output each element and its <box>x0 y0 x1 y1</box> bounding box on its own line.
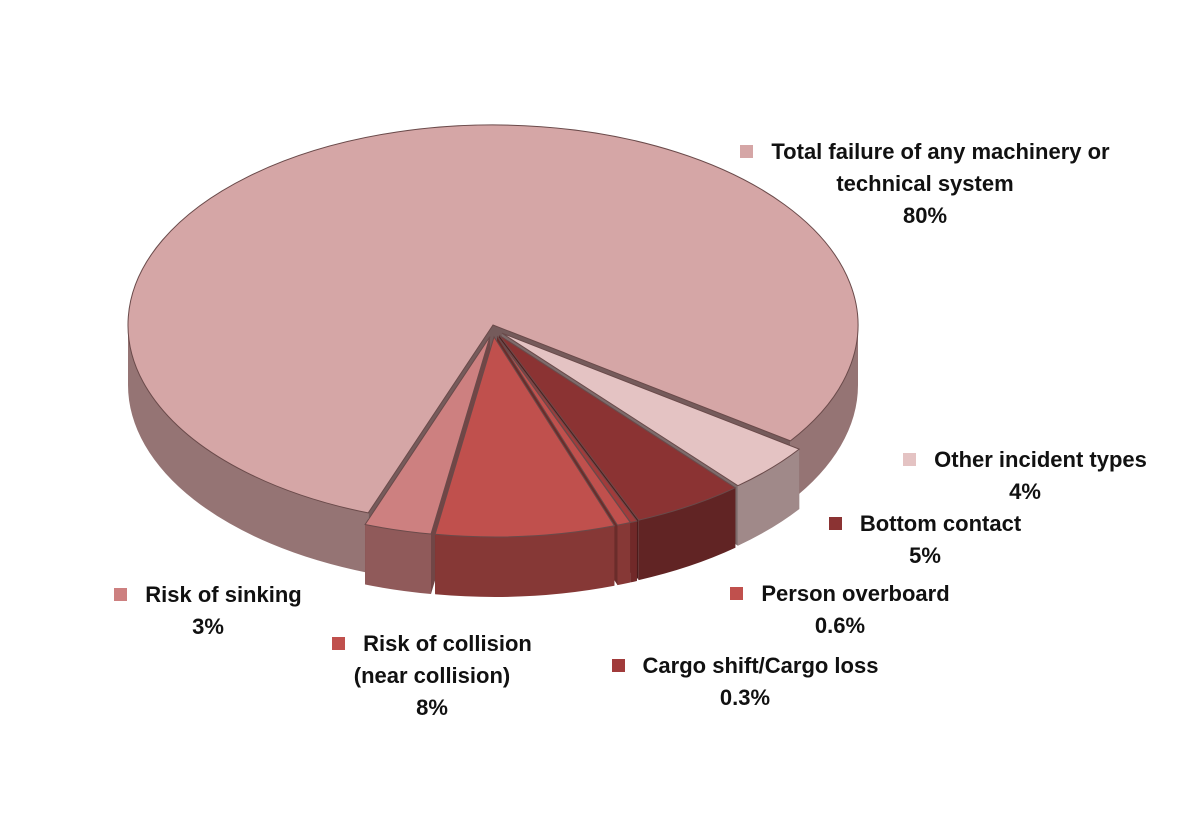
category-label: Person overboard <box>761 581 950 606</box>
slice-side <box>790 325 858 501</box>
category-label: Total failure of any machinery or techni… <box>771 139 1110 196</box>
slice-side <box>435 525 615 597</box>
legend-marker <box>740 145 754 158</box>
data-label: Total failure of any machinery or techni… <box>735 136 1115 232</box>
legend-marker <box>332 637 346 650</box>
value-label: 8% <box>416 695 448 720</box>
slice <box>364 336 491 535</box>
value-label: 3% <box>192 614 224 639</box>
slice-side <box>737 449 800 546</box>
value-label: 5% <box>909 543 941 568</box>
value-label: 4% <box>1009 479 1041 504</box>
legend-marker <box>611 659 625 672</box>
category-label: Cargo shift/Cargo loss <box>642 653 879 678</box>
slice-side <box>617 522 631 586</box>
category-label: Other incident types <box>934 447 1147 472</box>
data-label: Person overboard 0.6% <box>700 578 980 642</box>
legend-marker <box>114 588 128 601</box>
category-label: Risk of sinking <box>145 582 302 607</box>
legend-marker <box>730 587 744 600</box>
data-label: Risk of collision (near collision) 8% <box>312 628 552 724</box>
legend-marker <box>828 517 842 530</box>
slice <box>498 334 737 521</box>
value-label: 80% <box>902 203 948 228</box>
data-label: Cargo shift/Cargo loss 0.3% <box>595 650 895 714</box>
slice-side <box>365 524 431 594</box>
data-label: Bottom contact 5% <box>800 508 1050 572</box>
value-label: 0.6% <box>814 613 866 638</box>
category-label: Bottom contact <box>859 511 1022 536</box>
slice-side <box>638 487 736 581</box>
slice <box>496 335 632 526</box>
category-label: Risk of collision (near collision) <box>353 631 532 688</box>
data-label: Risk of sinking 3% <box>88 579 328 643</box>
slice-side <box>128 325 369 573</box>
slice <box>127 124 859 514</box>
data-label: Other incident types 4% <box>865 444 1185 508</box>
slice <box>434 335 616 538</box>
value-label: 0.3% <box>719 685 771 710</box>
slice <box>501 332 801 487</box>
slice-side <box>630 521 637 583</box>
legend-marker <box>903 453 917 466</box>
